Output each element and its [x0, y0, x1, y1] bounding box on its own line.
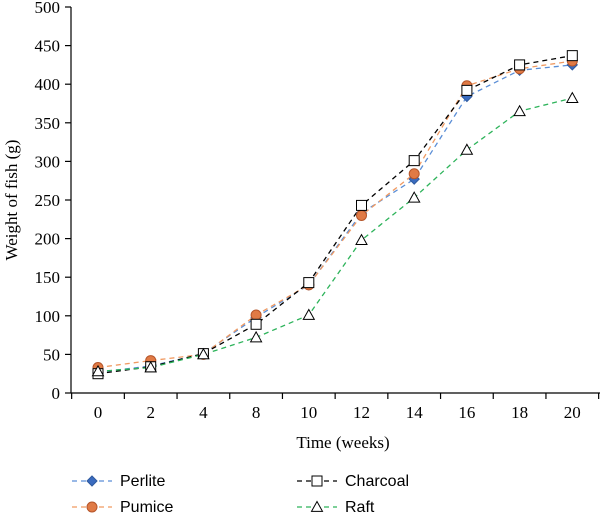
y-tick-label: 400 [35, 75, 61, 94]
legend-item-raft: Raft [297, 499, 375, 514]
legend-item-perlite: Perlite [72, 473, 165, 490]
x-tick-label: 18 [511, 403, 528, 422]
series-line-raft [97, 97, 573, 373]
data-point-pumice [356, 209, 367, 221]
data-point-raft [565, 91, 579, 103]
legend-label: Perlite [120, 473, 165, 490]
legend-item-charcoal: Charcoal [297, 473, 409, 490]
x-tick-label: 0 [94, 403, 103, 422]
y-tick-label: 50 [43, 345, 60, 364]
plot-area: 0 50 100 150 200 250 300 350 400 450 500 0 2 4 8 10 12 14… [35, 0, 600, 422]
data-point-charcoal [461, 84, 473, 96]
data-point-charcoal [356, 199, 367, 211]
legend-marker [86, 475, 98, 487]
x-axis-title: Time (weeks) [296, 433, 389, 452]
data-point-raft [355, 233, 368, 246]
legend-label: Pumice [120, 499, 173, 514]
legend-item-pumice: Pumice [72, 499, 173, 514]
y-tick-label: 100 [35, 307, 61, 326]
data-point-charcoal [514, 59, 526, 71]
data-point-charcoal [303, 277, 315, 289]
series-line-charcoal [97, 54, 573, 375]
data-point-raft [460, 143, 474, 155]
x-tick-label: 12 [353, 403, 370, 422]
data-point-raft [302, 308, 316, 320]
data-point-pumice [408, 168, 420, 180]
x-tick-label: 20 [564, 403, 581, 422]
data-point-raft [91, 364, 105, 377]
data-point-raft [407, 191, 421, 203]
y-tick-label: 250 [35, 191, 61, 210]
data-point-charcoal [408, 155, 420, 167]
data-point-pumice [250, 309, 262, 321]
data-point-raft [144, 360, 158, 373]
x-tick-label: 8 [252, 403, 261, 422]
x-tick-label: 16 [458, 403, 475, 422]
y-tick-label: 0 [52, 384, 61, 403]
y-tick-label: 300 [35, 152, 61, 171]
legend-label: Raft [345, 499, 375, 514]
data-point-raft [197, 347, 210, 360]
legend-marker [86, 501, 98, 513]
y-axis-title: Weight of fish (g) [2, 140, 21, 261]
legend-label: Charcoal [345, 473, 409, 490]
y-tick-label: 350 [35, 114, 61, 133]
x-tick-label: 10 [300, 403, 317, 422]
data-point-charcoal [566, 50, 578, 62]
x-tick-label: 14 [406, 403, 424, 422]
y-tick-label: 150 [35, 268, 61, 287]
series-line-perlite [97, 64, 573, 373]
y-tick-label: 200 [35, 230, 61, 249]
legend: Perlite Pumice Charcoal Raft [72, 473, 409, 514]
legend-marker [311, 475, 323, 487]
series-line-pumice [97, 60, 573, 369]
legend-marker [310, 500, 324, 512]
x-tick-label: 4 [199, 403, 208, 422]
x-tick-label: 2 [146, 403, 155, 422]
y-tick-label: 450 [35, 37, 61, 56]
data-point-charcoal [250, 318, 262, 330]
data-point-raft [249, 330, 263, 343]
y-tick-label: 500 [35, 0, 61, 17]
data-point-raft [513, 104, 526, 117]
